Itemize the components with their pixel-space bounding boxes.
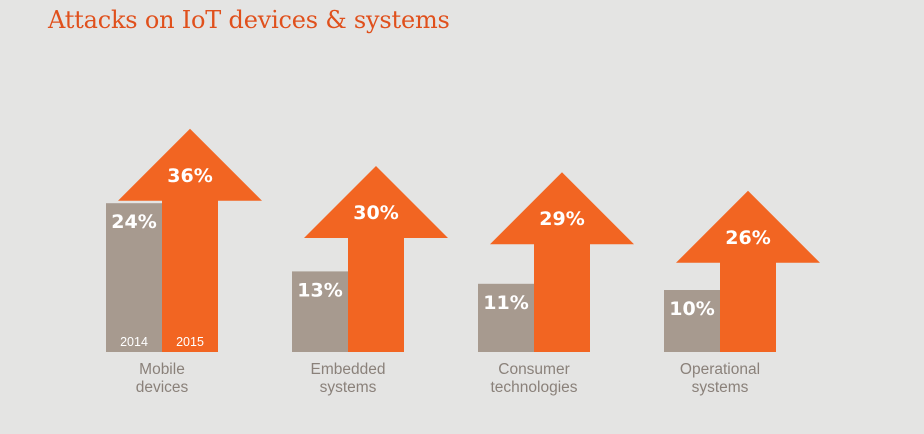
chart-title: Attacks on IoT devices & systems bbox=[48, 6, 450, 34]
category-label-line: Mobile bbox=[139, 361, 185, 378]
category-label-line: devices bbox=[136, 379, 189, 396]
data-label-2014-3: 10% bbox=[669, 298, 714, 320]
bar-2014-2 bbox=[478, 283, 534, 352]
arrow-2015-0 bbox=[118, 128, 262, 352]
arrow-2015-2 bbox=[490, 172, 634, 352]
data-label-2015-0: 36% bbox=[167, 165, 212, 187]
category-label-line: systems bbox=[320, 379, 377, 396]
category-label-line: Consumer bbox=[498, 361, 570, 378]
legend-2014: 2014 bbox=[120, 335, 148, 349]
data-label-2014-0: 24% bbox=[111, 211, 156, 233]
category-label-3: Operational systems bbox=[680, 361, 760, 396]
data-label-2015-1: 30% bbox=[353, 202, 398, 224]
category-label-1: Embedded systems bbox=[311, 361, 386, 396]
category-label-2: Consumer technologies bbox=[490, 361, 577, 396]
category-label-0: Mobile devices bbox=[136, 361, 189, 396]
bar-2014-1 bbox=[292, 271, 348, 352]
category-label-line: Operational bbox=[680, 361, 760, 378]
data-label-2015-2: 29% bbox=[539, 208, 584, 230]
data-label-2014-1: 13% bbox=[297, 279, 342, 301]
data-label-2015-3: 26% bbox=[725, 227, 770, 249]
arrow-2015-1 bbox=[304, 166, 448, 352]
category-label-line: Embedded bbox=[311, 361, 386, 378]
category-label-line: technologies bbox=[490, 379, 577, 396]
bar-2014-0 bbox=[106, 203, 162, 352]
legend-2015: 2015 bbox=[176, 335, 204, 349]
data-label-2014-2: 11% bbox=[483, 292, 528, 314]
bar-2014-3 bbox=[664, 290, 720, 352]
arrow-2015-3 bbox=[676, 190, 820, 352]
category-label-line: systems bbox=[692, 379, 749, 396]
